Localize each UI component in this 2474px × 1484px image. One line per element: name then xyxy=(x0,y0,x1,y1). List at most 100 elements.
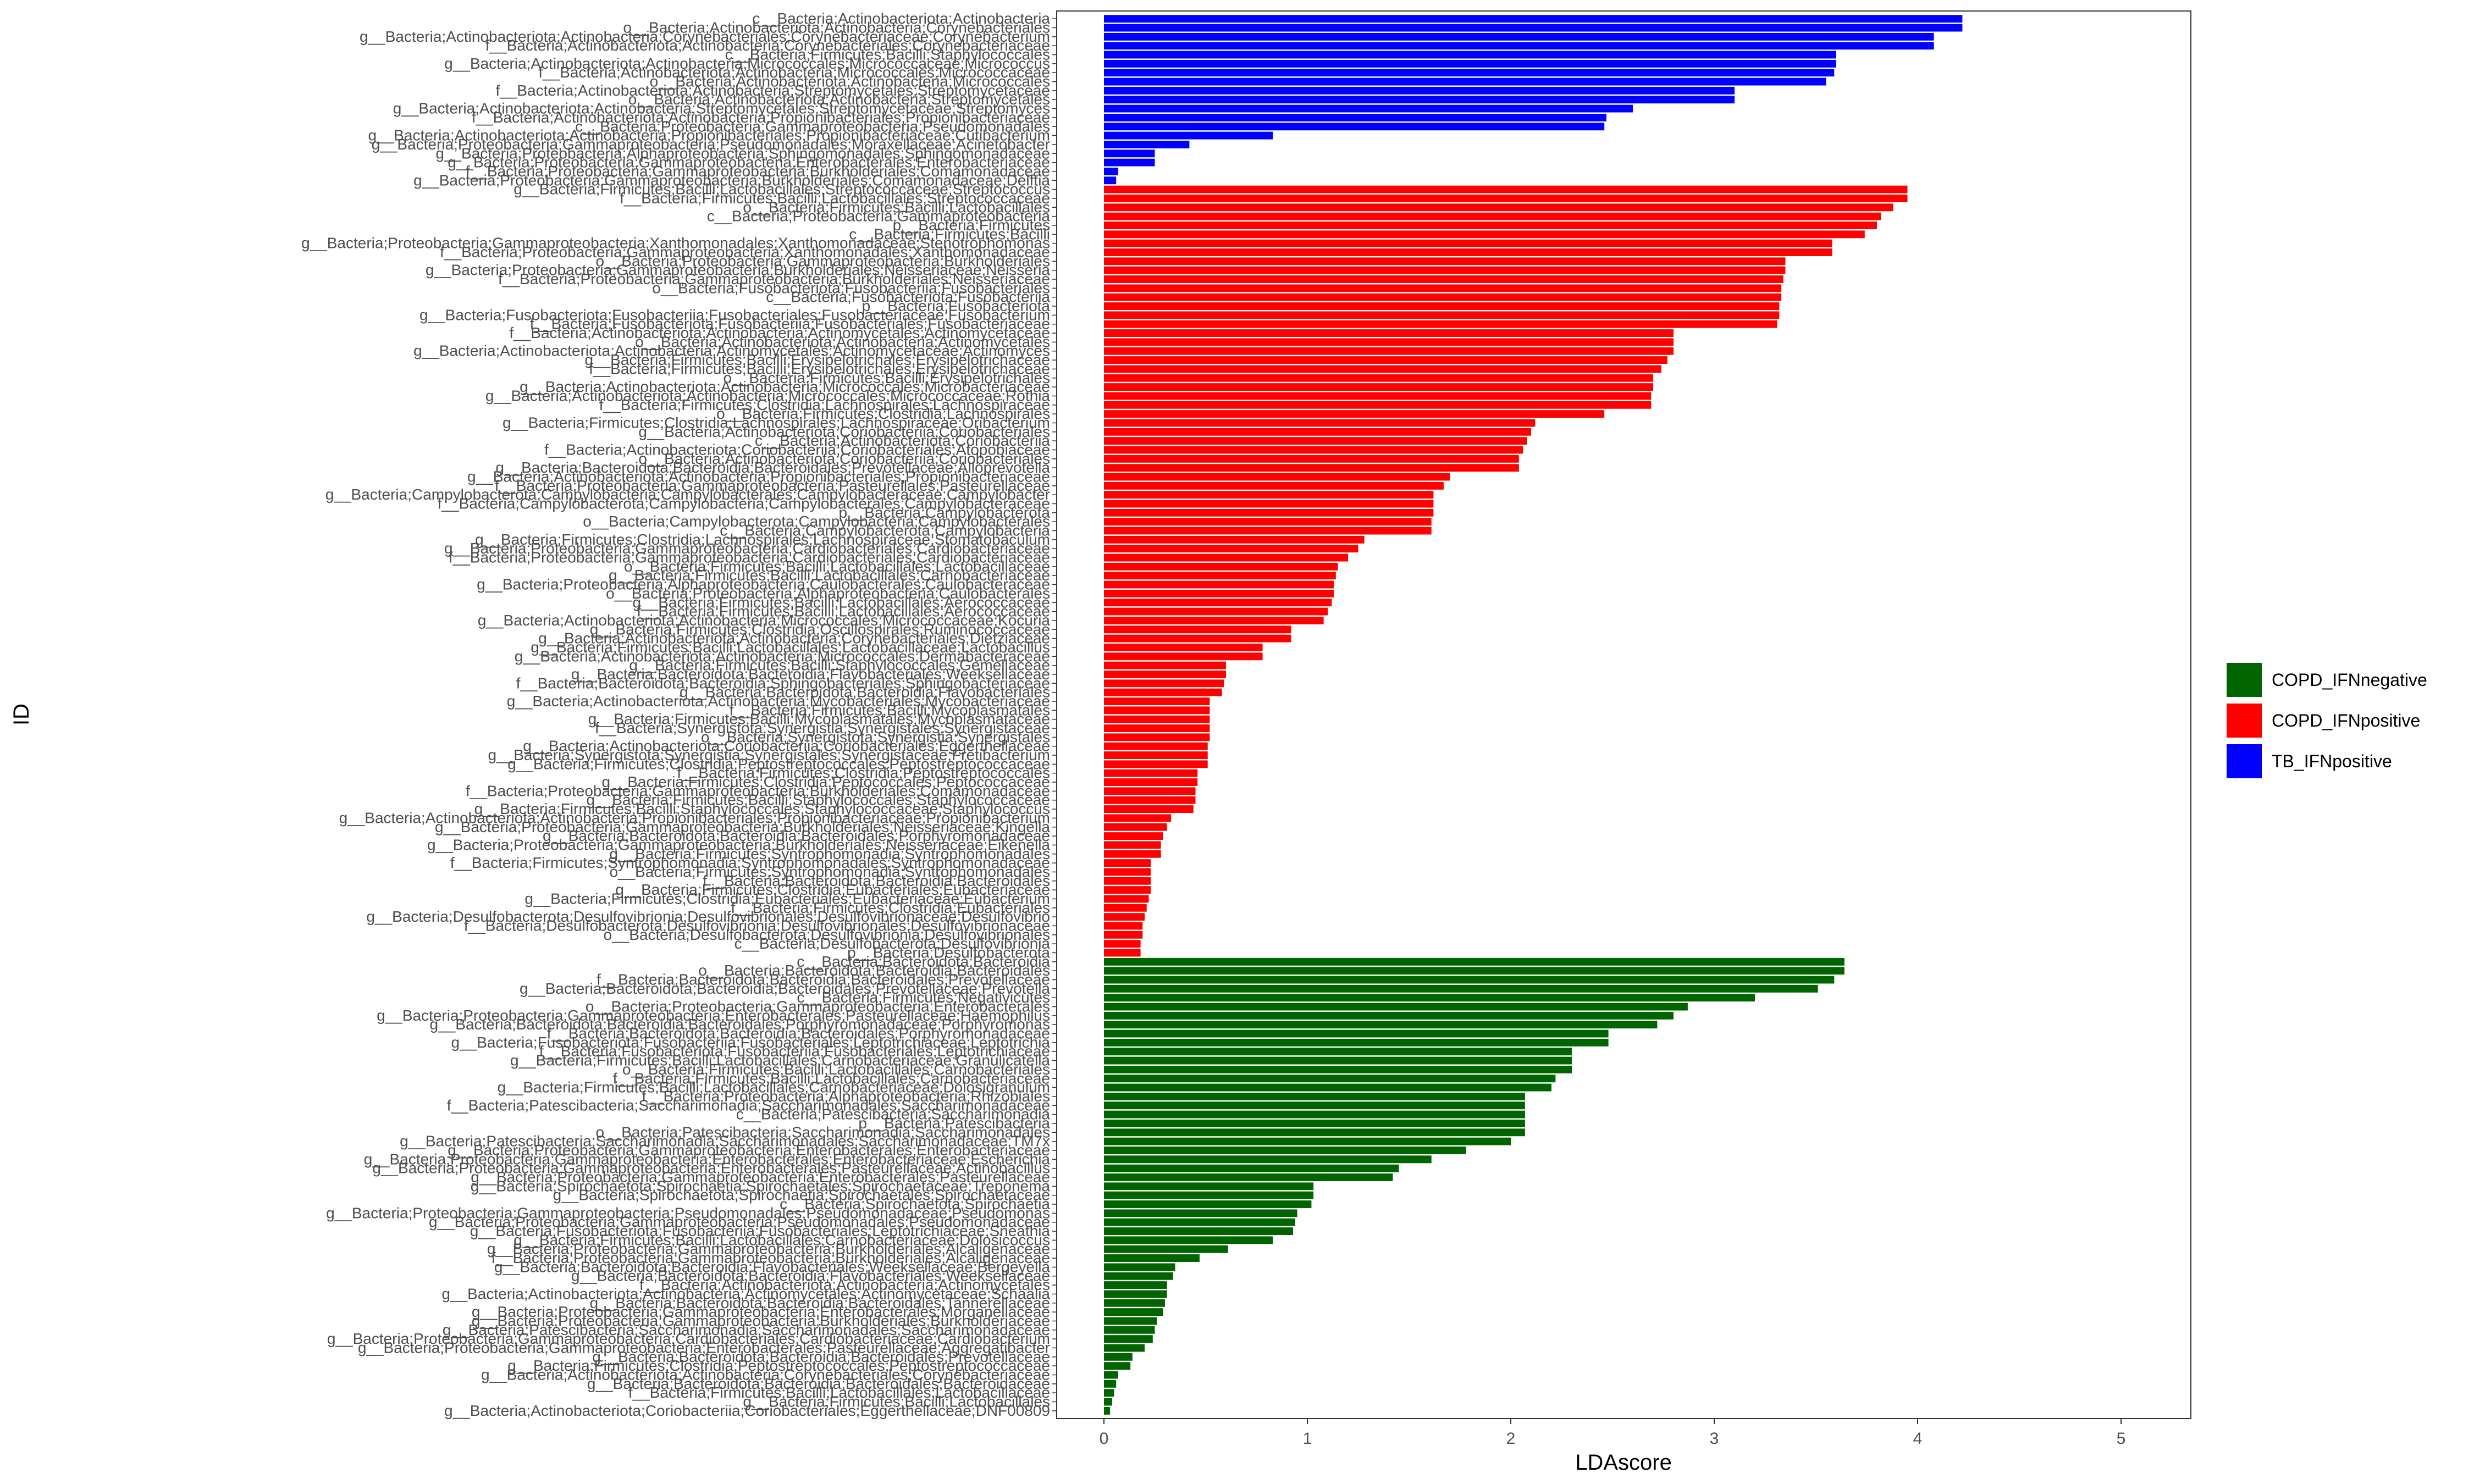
bar xyxy=(1104,940,1141,948)
bar xyxy=(1104,527,1432,535)
y-tick-label: c__Bacteria;Fusobacteriota;Fusobacteriia xyxy=(766,289,1050,306)
bar xyxy=(1104,266,1786,274)
bar xyxy=(1104,1317,1157,1325)
bar xyxy=(1104,1137,1511,1145)
bar xyxy=(1104,419,1536,427)
bar xyxy=(1104,311,1780,319)
bar xyxy=(1104,607,1328,616)
bar xyxy=(1104,42,1934,50)
bar xyxy=(1104,1147,1466,1154)
y-tick-label: o__Bacteria;Proteobacteria;Gammaproteoba… xyxy=(596,252,1050,269)
bar xyxy=(1104,239,1832,247)
bar xyxy=(1104,302,1780,310)
bar xyxy=(1104,222,1877,229)
x-axis-title: LDAscore xyxy=(1575,1450,1672,1475)
y-tick-label: g__Bacteria;Actinobacteriota;Actinobacte… xyxy=(413,342,1050,359)
bar xyxy=(1104,508,1434,517)
y-tick-label: g__Bacteria;Actinobacteriota;Actinobacte… xyxy=(478,612,1051,629)
y-tick-label: o__Bacteria;Firmicutes;Bacilli;Lactobaci… xyxy=(743,198,1050,215)
y-tick-label: g__Bacteria;Actinobacteriota;Coriobacter… xyxy=(444,1402,1050,1419)
y-tick-label: o__Bacteria;Proteobacteria;Alphaproteoba… xyxy=(606,585,1050,602)
y-tick-label: g__Bacteria;Bacteroidota;Bacteroidia;Bac… xyxy=(587,1375,1050,1392)
y-tick-label: f__Bacteria;Proteobacteria;Gammaproteoba… xyxy=(466,782,1050,799)
y-tick-label: o__Bacteria;Synergistota;Synergistia;Syn… xyxy=(701,728,1050,745)
bar xyxy=(1104,374,1653,382)
y-tick-label: g__Bacteria;Synergistota;Synergistia;Syn… xyxy=(488,746,1050,763)
bar xyxy=(1104,832,1163,840)
bar xyxy=(1104,1092,1525,1100)
y-tick-label: g__Bacteria;Proteobacteria;Gammaproteoba… xyxy=(372,136,1050,153)
bar xyxy=(1104,589,1334,597)
y-tick-label: g__Bacteria;Patescibacteria;Saccharimona… xyxy=(400,1133,1050,1150)
y-tick-label: g__Bacteria;Fusobacteriota;Fusobacteriia… xyxy=(419,306,1050,323)
legend-swatch xyxy=(2227,744,2262,778)
bar xyxy=(1104,1011,1674,1020)
legend: COPD_IFNnegative COPD_IFNpositive TB_IFNpo… xyxy=(2227,663,2427,778)
bar xyxy=(1104,994,1755,1002)
y-tick-label: f__Bacteria;Synergistota;Synergistia;Syn… xyxy=(595,719,1050,737)
y-tick-label: c__Bacteria;Proteobacteria;Gammaproteoba… xyxy=(575,118,1050,135)
y-tick-label: g__Bacteria;Firmicutes;Bacilli;Staphyloc… xyxy=(629,657,1050,674)
y-tick-label: g__Bacteria;Firmicutes;Bacilli;Mycoplasm… xyxy=(588,711,1050,728)
bar xyxy=(1104,1182,1314,1190)
y-tick-label: g__Bacteria;Proteobacteria;Gammaproteoba… xyxy=(358,1339,1050,1356)
y-tick-label: g__Bacteria;Spirochaetota;Spirochaetia;S… xyxy=(553,1187,1050,1204)
y-tick-label: g__Bacteria;Firmicutes;Bacilli;Lactobaci… xyxy=(510,1052,1050,1069)
y-tick-label: g__Bacteria;Actinobacteriota;Actinobacte… xyxy=(485,387,1051,404)
bar xyxy=(1104,1021,1658,1029)
y-tick-label: g__Bacteria;Bacteroidota;Bacteroidia;Bac… xyxy=(520,980,1050,997)
bar xyxy=(1104,203,1893,212)
y-tick-label: p__Bacteria;Patescibacteria xyxy=(858,1115,1050,1132)
bar xyxy=(1104,733,1210,741)
bar xyxy=(1104,1200,1312,1208)
y-tick-label: p__Bacteria;Fusobacteriota xyxy=(862,297,1051,314)
y-tick-label: g__Bacteria;Firmicutes;Bacilli;Lactobaci… xyxy=(633,594,1050,611)
y-tick-label: f__Bacteria;Actinobacteriota;Coriobacter… xyxy=(544,441,1050,458)
y-tick-label: g__Bacteria;Proteobacteria;Gammaproteoba… xyxy=(448,1142,1050,1159)
bar xyxy=(1104,1398,1112,1406)
y-tick-label: g__Bacteria;Actinobacteriota;Coriobacter… xyxy=(638,423,1050,440)
bar xyxy=(1104,572,1336,580)
y-tick-label: g__Bacteria;Proteobacteria;Gammaproteoba… xyxy=(301,235,1050,252)
bar xyxy=(1104,410,1605,418)
y-tick-label: c__Bacteria;Patescibacteria;Saccharimona… xyxy=(736,1106,1051,1123)
bar xyxy=(1104,697,1210,705)
bar xyxy=(1104,338,1674,346)
bar xyxy=(1104,895,1149,903)
y-tick-label: c__Bacteria;Firmicutes;Bacilli;Staphyloc… xyxy=(725,46,1050,63)
y-tick-label: f__Bacteria;Proteobacteria;Gammaproteoba… xyxy=(466,163,1050,180)
y-tick-label: o__Bacteria;Firmicutes;Syntrophomonadia;… xyxy=(609,863,1050,880)
y-tick-label: g__Bacteria;Firmicutes;Bacilli;Erysipelo… xyxy=(584,351,1050,368)
y-tick-label: o__Bacteria;Actinobacteriota;Actinobacte… xyxy=(635,333,1050,350)
y-tick-label: c__Bacteria;Firmicutes;Negativicutes xyxy=(797,989,1050,1006)
bar xyxy=(1104,473,1450,481)
bar xyxy=(1104,787,1196,795)
x-tick-label: 0 xyxy=(1100,1430,1109,1448)
bar xyxy=(1104,644,1263,651)
y-tick-label: p__Bacteria;Campylobacterota xyxy=(839,504,1051,521)
bar xyxy=(1104,778,1198,786)
bar xyxy=(1104,149,1155,158)
y-tick-label: p__Bacteria;Desulfobacterota xyxy=(847,944,1050,961)
bar xyxy=(1104,1164,1399,1172)
y-tick-label: g__Bacteria;Spirochaetota;Spirochaetia;S… xyxy=(471,1177,1051,1194)
bar xyxy=(1104,715,1210,723)
y-tick-label: f__Bacteria;Firmicutes;Bacilli;Lactobaci… xyxy=(620,190,1050,207)
bar xyxy=(1104,1308,1163,1316)
bar xyxy=(1104,1371,1118,1379)
y-tick-label: o__Bacteria;Actinobacteriota;Coriobacter… xyxy=(638,450,1050,467)
y-tick-label: f__Bacteria;Firmicutes;Bacilli;Erysipelo… xyxy=(589,360,1050,377)
bar xyxy=(1104,671,1226,678)
bar xyxy=(1104,1048,1572,1056)
bar xyxy=(1104,1245,1228,1253)
y-tick-label: g__Bacteria;Proteobacteria;Gammaproteoba… xyxy=(377,1007,1050,1024)
y-tick-label: f__Bacteria;Desulfobacterota;Desulfovibr… xyxy=(464,917,1050,934)
y-tick-label: g__Bacteria;Actinobacteriota;Actinobacte… xyxy=(441,1285,1050,1302)
y-tick-label: f__Bacteria;Firmicutes;Syntrophomonadia;… xyxy=(450,854,1050,871)
y-tick-label: g__Bacteria;Proteobacteria;Gammaproteoba… xyxy=(326,1204,1050,1221)
bar xyxy=(1104,850,1161,858)
y-tick-label: o__Bacteria;Firmicutes;Bacilli;Lactobaci… xyxy=(624,558,1050,575)
bar xyxy=(1104,1191,1314,1199)
bar xyxy=(1104,1155,1432,1164)
y-tick-label: g__Bacteria;Proteobacteria;Gammaproteoba… xyxy=(444,540,1050,557)
